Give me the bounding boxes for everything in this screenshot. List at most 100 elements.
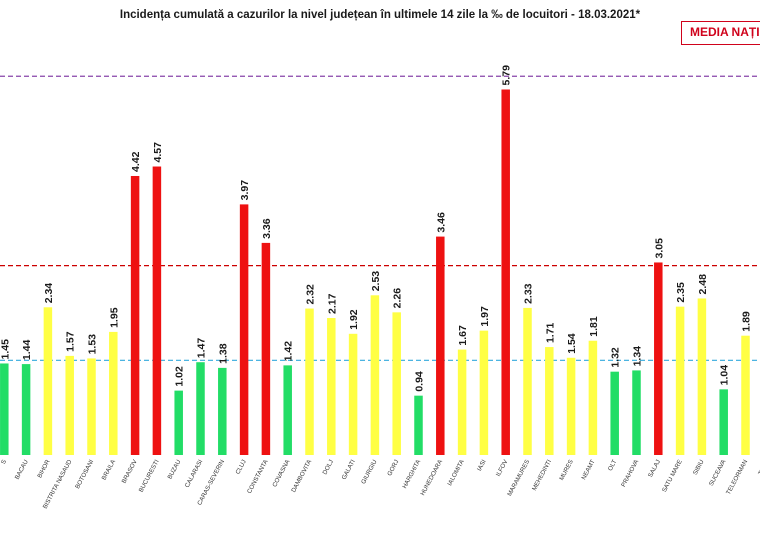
value-labels-group: 1.45 1.44 2.34 1.57 1.53 1.95 4.42 4.57 1.02 1.47…	[0, 65, 753, 392]
value-label-7: 1.95	[108, 307, 120, 328]
value-label-13: 3.97	[239, 180, 251, 201]
value-label-5: 1.57	[65, 331, 77, 352]
bar-12	[218, 367, 227, 455]
value-label-31: 1.34	[632, 346, 644, 367]
bar-32	[654, 262, 663, 455]
value-label-4: 2.34	[43, 283, 55, 304]
value-label-20: 2.26	[392, 288, 404, 309]
category-label-32: SALAJ	[647, 459, 662, 479]
value-label-17: 2.17	[326, 293, 338, 314]
value-label-36: 1.89	[741, 311, 753, 332]
bar-7	[109, 331, 118, 455]
value-label-15: 1.42	[283, 341, 295, 362]
value-label-9: 4.57	[152, 142, 164, 163]
value-label-26: 2.33	[523, 283, 535, 304]
category-label-4: BIHOR	[36, 458, 52, 479]
category-label-36: TELEORMAN	[725, 459, 749, 496]
bar-27	[545, 347, 554, 455]
bar-3	[21, 364, 31, 455]
value-label-35: 1.04	[719, 365, 731, 386]
value-label-21: 0.94	[414, 371, 426, 392]
value-label-18: 1.92	[348, 309, 360, 330]
value-label-2: 1.45	[0, 339, 11, 360]
bar-11	[196, 362, 205, 455]
value-label-3: 1.44	[21, 340, 33, 361]
bar-15	[283, 365, 292, 455]
value-label-33: 2.35	[675, 282, 687, 303]
value-label-22: 3.46	[435, 212, 447, 233]
value-label-34: 2.48	[697, 274, 709, 295]
bar-34	[697, 298, 707, 455]
category-label-25: ILFOV	[495, 458, 510, 478]
value-label-8: 4.42	[130, 151, 142, 172]
value-label-16: 2.32	[305, 284, 317, 305]
value-label-29: 1.81	[588, 316, 600, 337]
value-label-25: 5.79	[501, 65, 513, 86]
value-label-12: 1.38	[217, 343, 229, 364]
bar-4	[43, 307, 53, 455]
bar-5	[65, 355, 74, 455]
bar-29	[588, 340, 598, 455]
bar-21	[414, 395, 423, 455]
bar-6	[87, 358, 96, 455]
bar-22	[436, 236, 445, 455]
bar-8	[130, 175, 140, 456]
category-label-18: GALATI	[341, 458, 357, 481]
bar-19	[370, 295, 380, 455]
reference-lines	[0, 75, 760, 361]
bar-25	[501, 89, 510, 455]
bar-31	[632, 370, 641, 455]
bar-14	[261, 242, 271, 455]
category-label-22: HUNEDOARA	[419, 458, 444, 497]
category-label-19: GIURGIU	[360, 459, 379, 486]
category-label-3: BACAU	[14, 459, 30, 481]
category-label-27: MEHEDINTI	[531, 458, 553, 492]
national-average-legend-box: MEDIA NAȚIONALĂ	[681, 21, 760, 45]
category-label-30: OLT	[607, 458, 619, 472]
category-label-2: S	[0, 459, 8, 466]
value-label-11: 1.47	[196, 338, 208, 359]
value-label-32: 3.05	[653, 238, 665, 259]
bar-24	[479, 330, 489, 455]
category-label-9: BUCURESTI	[138, 458, 161, 493]
chart-title: Incidența cumulată a cazurilor la nivel …	[119, 9, 641, 21]
bar-9	[152, 166, 162, 456]
category-label-31: PRAHOVA	[620, 458, 641, 488]
value-label-14: 3.36	[261, 218, 273, 239]
value-label-27: 1.71	[544, 322, 556, 343]
category-label-15: COVASNA	[271, 458, 292, 488]
bar-18	[348, 333, 358, 455]
category-label-20: GORJ	[386, 459, 400, 477]
bar-33	[675, 306, 685, 455]
category-label-7: BRAILA	[101, 458, 118, 481]
category-label-17: DOLJ	[321, 459, 335, 476]
category-label-21: HARGHITA	[401, 458, 422, 490]
category-label-35: SUCEAVA	[708, 458, 728, 487]
bar-28	[566, 357, 576, 455]
category-label-6: BOTOSANI	[74, 458, 95, 490]
bar-16	[305, 308, 314, 455]
bars-group	[0, 89, 750, 456]
category-label-24: IASI	[476, 458, 488, 472]
bar-20	[392, 312, 401, 455]
value-label-30: 1.32	[610, 347, 622, 368]
category-label-28: MURES	[558, 459, 575, 482]
category-label-26: MARAMURES	[506, 459, 531, 498]
value-label-10: 1.02	[174, 366, 186, 387]
category-label-11: CALARASI	[184, 458, 205, 489]
category-label-14: CONSTANTA	[246, 458, 270, 495]
bar-36	[741, 335, 750, 455]
category-label-33: SATU MARE	[661, 459, 684, 494]
category-label-16: DAMBOVITA	[290, 458, 313, 494]
category-label-10: BUZAU	[166, 459, 182, 481]
bar-35	[719, 389, 728, 455]
category-label-13: CLUJ	[234, 459, 247, 476]
category-label-29: NEAMT	[580, 458, 596, 481]
bar-2	[0, 363, 9, 455]
bar-10	[174, 390, 183, 455]
category-label-23: IALOMITA	[446, 458, 466, 487]
value-label-23: 1.67	[457, 325, 469, 346]
bar-26	[523, 307, 532, 455]
category-label-8: BRASOV	[121, 458, 140, 485]
